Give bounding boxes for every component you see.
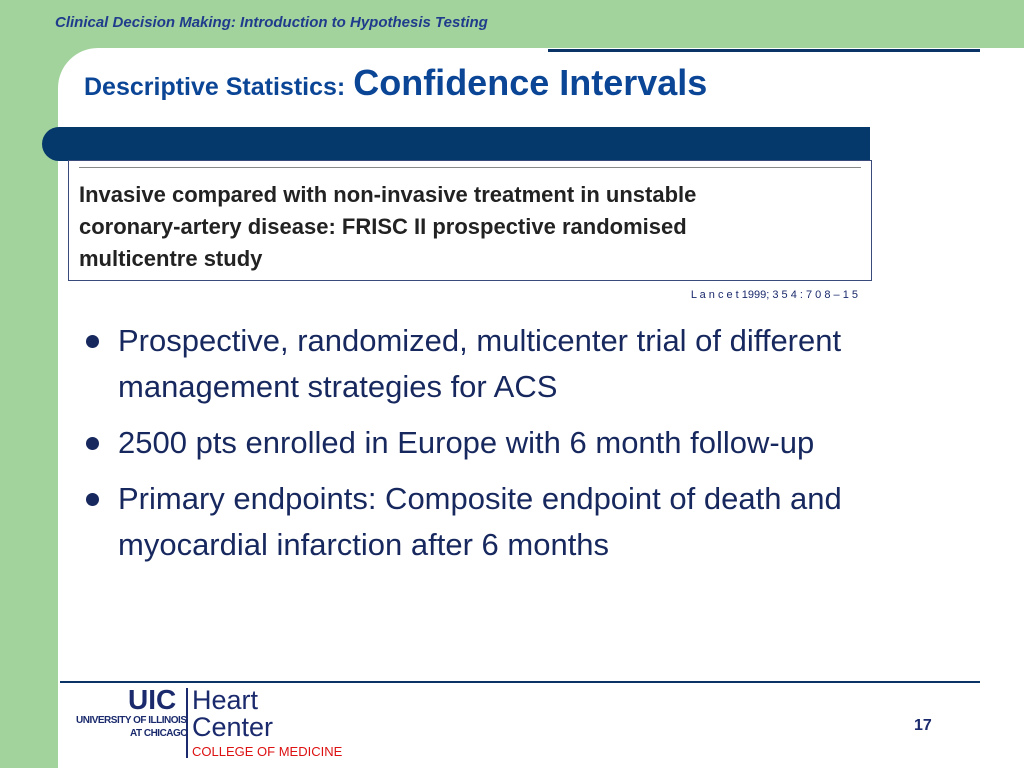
title-main: Confidence Intervals — [353, 62, 708, 103]
university-name: UNIVERSITY OF ILLINOIS — [76, 715, 187, 726]
article-title-line: coronary-artery disease: FRISC II prospe… — [79, 214, 687, 239]
university-location: AT CHICAGO — [130, 728, 188, 739]
article-title-line: Invasive compared with non-invasive trea… — [79, 182, 697, 207]
header-rule — [548, 49, 980, 52]
title-bar — [42, 127, 870, 161]
uic-logo: UIC — [128, 684, 177, 715]
page-number: 17 — [914, 717, 932, 734]
course-header: Clinical Decision Making: Introduction t… — [55, 14, 488, 31]
title-prefix: Descriptive Statistics: — [84, 73, 346, 101]
slide-title: Descriptive Statistics: Confidence Interv… — [84, 62, 707, 104]
college-name: COLLEGE OF MEDICINE — [192, 744, 343, 759]
bullet-list: Prospective, randomized, multicenter tri… — [86, 318, 976, 578]
article-rule — [79, 167, 861, 168]
logo-heart: Heart — [192, 685, 259, 715]
bullet-item: 2500 pts enrolled in Europe with 6 month… — [86, 420, 976, 466]
logo-center: Center — [192, 712, 274, 742]
bullet-item: Primary endpoints: Composite endpoint of… — [86, 476, 976, 568]
citation: L a n c e t 1999; 3 5 4 : 7 0 8 – 1 5 — [690, 289, 858, 301]
article-title: Invasive compared with non-invasive trea… — [79, 179, 696, 275]
bullet-item: Prospective, randomized, multicenter tri… — [86, 318, 976, 410]
logo-rule — [186, 688, 188, 758]
article-title-line: multicentre study — [79, 246, 263, 271]
article-box: Invasive compared with non-invasive trea… — [68, 160, 872, 281]
footer-rule — [60, 681, 980, 683]
